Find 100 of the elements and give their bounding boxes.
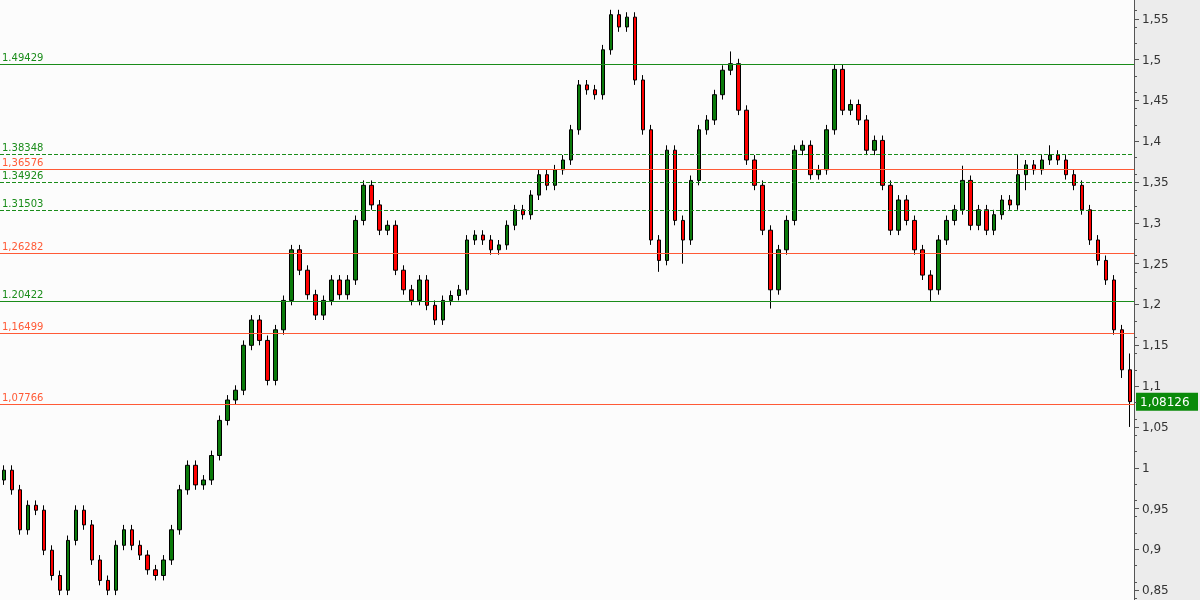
candlestick bbox=[241, 339, 246, 396]
candlestick bbox=[249, 314, 254, 351]
candlestick bbox=[896, 194, 901, 236]
y-tick-label: 1,1 bbox=[1142, 379, 1162, 394]
candlestick bbox=[1112, 274, 1116, 336]
candlestick bbox=[449, 290, 453, 306]
candlestick bbox=[1056, 149, 1060, 166]
candlestick bbox=[281, 295, 286, 336]
candlestick bbox=[329, 274, 334, 306]
candlestick bbox=[297, 244, 302, 276]
candlestick bbox=[768, 224, 773, 310]
candlestick bbox=[960, 165, 965, 216]
candlestick bbox=[1128, 352, 1132, 428]
candlestick bbox=[401, 264, 406, 296]
candlestick bbox=[529, 189, 533, 221]
candlestick bbox=[1080, 179, 1084, 216]
candlestick bbox=[66, 535, 70, 596]
candlestick bbox=[18, 484, 22, 536]
candlestick bbox=[313, 289, 318, 321]
candlestick bbox=[193, 459, 198, 491]
candlestick bbox=[505, 219, 509, 251]
candlestick bbox=[705, 114, 709, 136]
candlestick bbox=[617, 9, 621, 33]
candlestick bbox=[952, 204, 957, 226]
candlestick bbox=[792, 144, 797, 226]
ref-line-label: 1,07766 bbox=[2, 391, 44, 403]
candlestick bbox=[217, 415, 222, 461]
candlestick bbox=[1072, 169, 1076, 191]
candlestick bbox=[808, 139, 813, 181]
candlestick bbox=[689, 175, 693, 246]
candlestick bbox=[545, 169, 549, 191]
ref-line-label: 1.31503 bbox=[2, 198, 44, 210]
candlestick bbox=[369, 179, 374, 211]
y-tick-label: 1,2 bbox=[1142, 297, 1162, 312]
candlestick bbox=[633, 11, 637, 86]
candlestick bbox=[904, 194, 909, 226]
candlestick bbox=[130, 524, 134, 551]
candlestick bbox=[880, 135, 885, 191]
candlestick bbox=[265, 335, 270, 386]
candlestick bbox=[513, 204, 517, 231]
candlestick bbox=[728, 50, 733, 76]
candlestick bbox=[657, 234, 661, 273]
candlestick bbox=[697, 124, 701, 186]
candlestick bbox=[665, 144, 669, 266]
candlestick bbox=[122, 524, 126, 551]
candlestick bbox=[42, 504, 46, 556]
candlestick bbox=[1016, 154, 1020, 211]
candlestick bbox=[58, 570, 62, 596]
candlestick bbox=[337, 274, 342, 301]
ref-line-label: 1,26282 bbox=[2, 240, 44, 252]
candlestick bbox=[489, 234, 493, 256]
candlestick bbox=[641, 74, 645, 136]
candlestick bbox=[888, 179, 893, 236]
ref-line-label: 1.20422 bbox=[2, 288, 44, 300]
candlestick bbox=[50, 544, 54, 581]
candlestick bbox=[361, 179, 366, 226]
candlestick bbox=[2, 464, 6, 486]
candlestick bbox=[457, 284, 461, 301]
candlestick bbox=[225, 394, 230, 426]
y-tick-label: 1,3 bbox=[1142, 215, 1162, 230]
candlestick bbox=[760, 179, 765, 236]
candlestick bbox=[649, 124, 653, 246]
ref-line-label: 1.38348 bbox=[2, 142, 44, 154]
candlestick bbox=[10, 464, 14, 496]
candlestick bbox=[992, 209, 996, 236]
candlestick bbox=[233, 384, 238, 406]
candlestick bbox=[712, 89, 717, 126]
candlestick bbox=[561, 154, 565, 176]
candlestick bbox=[744, 104, 749, 166]
candlestick bbox=[26, 499, 30, 536]
candlestick bbox=[864, 114, 869, 156]
candlestick bbox=[1000, 194, 1004, 221]
candlestick bbox=[1064, 154, 1068, 181]
candlestick bbox=[832, 63, 837, 136]
candlestick bbox=[34, 499, 38, 516]
text: 1,08126 bbox=[1140, 394, 1190, 409]
candlestick bbox=[1104, 255, 1108, 286]
candlestick bbox=[257, 314, 262, 346]
candlestick bbox=[936, 234, 941, 296]
candlestick bbox=[1048, 144, 1052, 166]
candlestick bbox=[984, 204, 989, 236]
candlestick bbox=[393, 219, 398, 276]
candlestick bbox=[800, 139, 805, 156]
candlestick bbox=[114, 539, 118, 596]
y-tick-label: 1,15 bbox=[1142, 338, 1169, 353]
candlestick bbox=[609, 9, 613, 56]
candlestick bbox=[976, 204, 981, 231]
candlestick bbox=[928, 269, 933, 302]
candlestick bbox=[840, 63, 845, 116]
candlestick bbox=[289, 244, 294, 306]
y-tick-label: 0,85 bbox=[1142, 583, 1169, 598]
candlestick bbox=[201, 474, 206, 491]
candlestick bbox=[138, 539, 142, 561]
candlestick bbox=[353, 215, 358, 286]
candlestick bbox=[944, 215, 949, 246]
candlestick bbox=[98, 554, 102, 586]
candlestick bbox=[441, 295, 445, 326]
candlestick bbox=[1088, 204, 1092, 246]
y-tick-label: 1,35 bbox=[1142, 175, 1169, 190]
candlestick bbox=[425, 274, 429, 311]
